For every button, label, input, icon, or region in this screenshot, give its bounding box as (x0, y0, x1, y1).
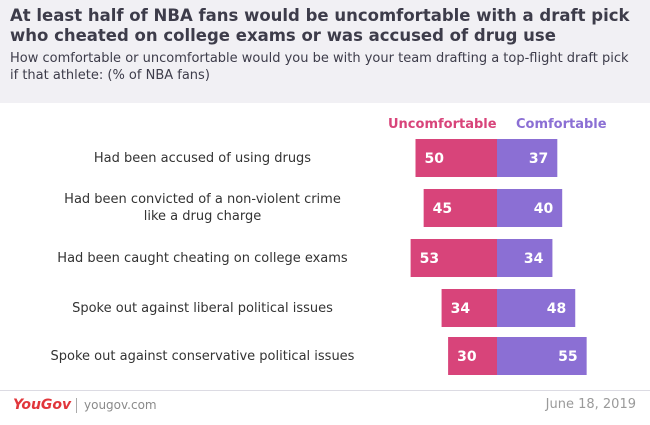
category-label: Had been accused of using drugs (10, 150, 395, 167)
bar-comfortable (497, 139, 558, 177)
bar-uncomfortable (415, 139, 497, 177)
category-label-line: Had been convicted of a non-violent crim… (64, 192, 341, 207)
data-label-comfortable: 34 (524, 251, 544, 267)
bar-uncomfortable (423, 189, 497, 227)
bar-comfortable (497, 189, 563, 227)
category-label: Had been caught cheating on college exam… (10, 250, 395, 267)
data-label-comfortable: 48 (547, 301, 566, 317)
category-label: Spoke out against conservative political… (10, 348, 395, 365)
bar-uncomfortable (441, 289, 497, 327)
data-label-uncomfortable: 34 (451, 301, 471, 317)
category-label-line: Had been accused of using drugs (93, 150, 312, 166)
logo-divider (76, 398, 77, 413)
data-label-uncomfortable: 50 (425, 151, 445, 167)
chart-subtitle: How comfortable or uncomfortable would y… (10, 51, 629, 83)
category-label-line: Spoke out against liberal political issu… (72, 300, 333, 316)
data-label-comfortable: 40 (534, 201, 554, 217)
legend-comfortable: Comfortable (516, 117, 607, 132)
legend-uncomfortable: Uncomfortable (388, 117, 497, 132)
bar-uncomfortable (410, 239, 497, 277)
data-label-uncomfortable: 30 (457, 349, 477, 365)
footer-divider (0, 390, 650, 391)
yougov-logo: YouGov (13, 397, 72, 413)
bar-comfortable (497, 337, 587, 375)
data-label-comfortable: 55 (558, 349, 577, 365)
category-label-line: like a drug charge (143, 209, 262, 224)
data-label-uncomfortable: 53 (420, 251, 439, 267)
bar-comfortable (497, 289, 576, 327)
category-label: Spoke out against liberal political issu… (10, 300, 395, 317)
publish-date: June 18, 2019 (545, 397, 636, 412)
category-label-line: Spoke out against conservative political… (50, 348, 355, 364)
data-label-uncomfortable: 45 (433, 201, 452, 217)
bar-comfortable (497, 239, 553, 277)
site-link[interactable]: yougov.com (84, 398, 157, 412)
category-label: Had been convicted of a non-violent crim… (10, 191, 395, 225)
bar-uncomfortable (448, 337, 497, 375)
header-band: At least half of NBA fans would be uncom… (0, 0, 650, 103)
data-label-comfortable: 37 (529, 151, 548, 167)
chart-title: At least half of NBA fans would be uncom… (10, 6, 630, 45)
category-label-line: Had been caught cheating on college exam… (57, 250, 348, 266)
